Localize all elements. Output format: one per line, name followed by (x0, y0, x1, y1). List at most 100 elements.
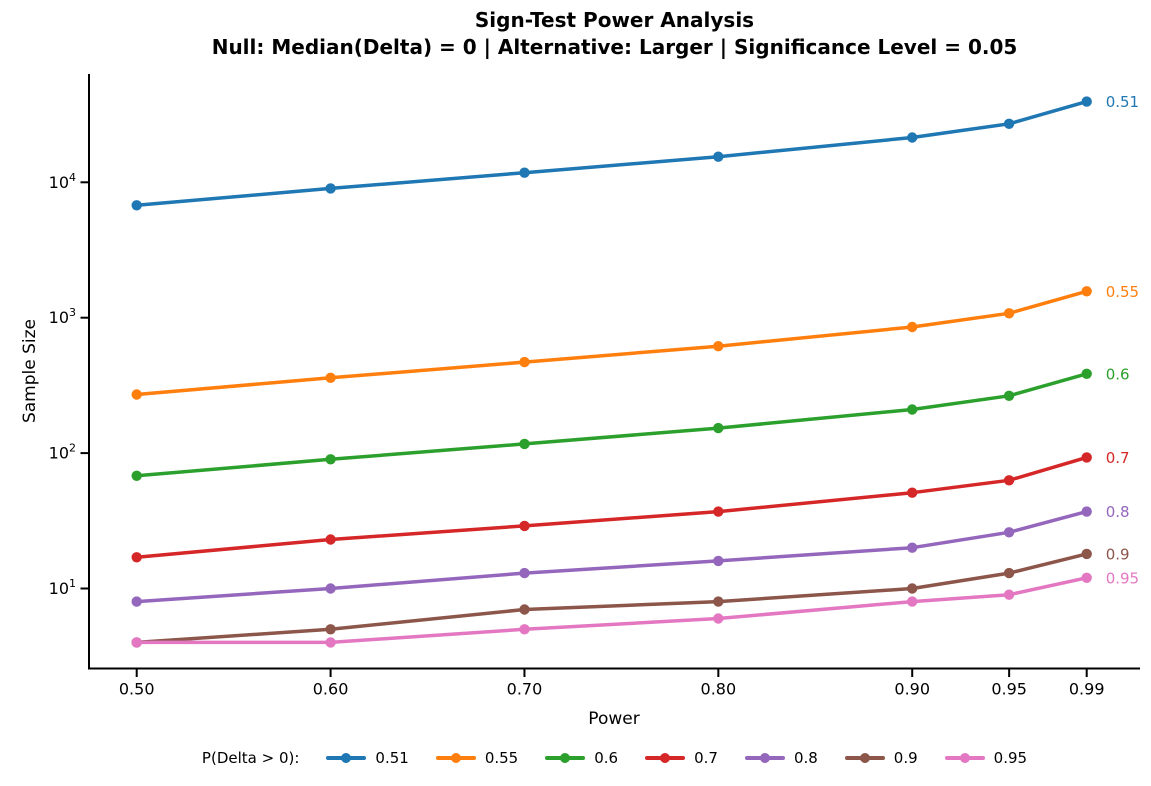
data-point-marker (1081, 286, 1092, 297)
y-tick-label: 104 (49, 171, 76, 192)
data-point-marker (713, 151, 724, 162)
legend-item-label: 0.9 (893, 749, 918, 767)
series-end-label: 0.55 (1106, 283, 1139, 301)
data-point-marker (325, 637, 336, 648)
data-point-marker (1081, 548, 1092, 560)
data-point-marker (907, 583, 918, 594)
data-point-marker (907, 321, 918, 333)
series-line (134, 99, 1089, 208)
series-end-label: 0.51 (1106, 93, 1139, 111)
data-point-marker (519, 567, 530, 579)
data-point-marker (907, 596, 918, 607)
data-point-marker (907, 487, 918, 498)
data-point-marker (131, 596, 142, 607)
data-point-marker (1081, 96, 1092, 107)
series-line (134, 289, 1089, 397)
data-point-marker (325, 583, 336, 594)
data-point-marker (131, 637, 142, 648)
legend-item: 0.51 (326, 749, 409, 767)
legend-line-marker-icon (545, 753, 586, 763)
legend-title: P(Delta > 0): (201, 749, 300, 767)
data-point-marker (519, 604, 530, 615)
x-tick-label: 0.50 (119, 680, 155, 699)
legend-line-marker-icon (645, 753, 686, 763)
data-point-marker (131, 470, 142, 481)
legend-item-label: 0.7 (694, 749, 718, 767)
data-point-marker (131, 552, 142, 563)
data-point-marker (1003, 527, 1015, 538)
series-end-label: 0.7 (1106, 449, 1130, 467)
legend-item-label: 0.51 (375, 749, 409, 767)
data-point-marker (519, 167, 530, 178)
data-point-marker (1003, 567, 1015, 579)
data-point-marker (325, 454, 336, 465)
data-point-marker (1081, 572, 1092, 583)
data-point-marker (519, 356, 530, 368)
legend-line-marker-icon (744, 753, 785, 763)
series-line (134, 509, 1089, 604)
data-point-marker (713, 341, 724, 352)
data-point-marker (713, 555, 724, 567)
data-point-marker (713, 422, 724, 434)
data-point-marker (907, 132, 918, 143)
data-point-marker (907, 404, 918, 415)
x-tick-label: 0.95 (991, 680, 1027, 699)
legend-item: 0.7 (645, 749, 718, 767)
series-end-label: 0.95 (1106, 569, 1139, 587)
legend-line-marker-icon (326, 753, 367, 763)
data-point-marker (519, 624, 530, 635)
data-point-marker (713, 613, 724, 624)
data-point-marker (325, 624, 336, 635)
data-point-marker (519, 520, 530, 532)
legend-item: 0.8 (744, 749, 818, 767)
data-point-marker (131, 200, 142, 211)
legend-item-label: 0.95 (993, 749, 1028, 767)
data-point-marker (713, 506, 724, 517)
legend-line-marker-icon (844, 753, 885, 763)
x-tick-label: 0.99 (1069, 680, 1105, 699)
y-axis-label: Sample Size (20, 318, 40, 424)
data-point-marker (713, 596, 724, 607)
chart-title: Sign-Test Power Analysis (474, 8, 755, 32)
legend-item-label: 0.55 (484, 749, 519, 767)
legend-line-marker-icon (944, 753, 985, 763)
data-point-marker (325, 372, 336, 383)
series-end-label: 0.6 (1106, 365, 1130, 383)
data-point-marker (1003, 308, 1015, 319)
y-tick-label: 102 (49, 442, 76, 463)
legend-item: 0.6 (545, 749, 618, 767)
x-axis-label: Power (588, 709, 640, 729)
data-point-marker (1003, 475, 1015, 486)
legend-item: 0.9 (844, 749, 918, 767)
chart-subtitle: Null: Median(Delta) = 0 | Alternative: L… (211, 35, 1018, 59)
data-point-marker (907, 542, 918, 553)
data-point-marker (519, 438, 530, 450)
series-end-label: 0.9 (1106, 545, 1130, 563)
x-tick-label: 0.70 (507, 680, 543, 699)
x-tick-label: 0.90 (894, 680, 930, 699)
y-tick-label: 103 (49, 306, 76, 327)
y-tick-label: 101 (49, 577, 76, 598)
data-point-marker (1081, 452, 1092, 463)
legend-item: 0.95 (944, 749, 1028, 767)
series-line (134, 372, 1089, 478)
data-point-marker (1003, 118, 1015, 129)
data-point-marker (1081, 506, 1092, 517)
data-point-marker (1081, 368, 1092, 379)
legend-item-label: 0.8 (793, 749, 818, 767)
legend-item-label: 0.6 (594, 749, 619, 767)
legend-item: 0.55 (435, 749, 519, 767)
legend: P(Delta > 0): 0.51 0.55 0.6 0.7 0.8 0.9 0.95 (89, 742, 1140, 774)
x-tick-label: 0.80 (701, 680, 737, 699)
series-end-label: 0.8 (1106, 503, 1130, 521)
data-point-marker (1003, 390, 1015, 401)
data-point-marker (325, 183, 336, 194)
x-tick-label: 0.60 (313, 680, 349, 699)
data-point-marker (131, 389, 142, 400)
title-block: Sign-Test Power Analysis Null: Median(De… (89, 7, 1140, 61)
data-point-marker (325, 534, 336, 545)
data-point-marker (1003, 589, 1015, 600)
legend-line-marker-icon (435, 753, 476, 763)
